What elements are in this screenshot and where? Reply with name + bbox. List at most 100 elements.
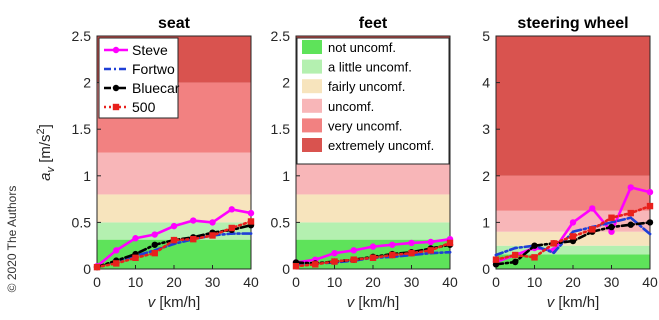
data-point-bluecar bbox=[151, 241, 158, 248]
data-point-steve bbox=[209, 219, 216, 226]
legend-swatch bbox=[302, 118, 322, 133]
data-point-steve bbox=[369, 243, 377, 250]
legend-swatch bbox=[302, 79, 322, 94]
data-point-steve bbox=[608, 228, 615, 235]
data-point-steve bbox=[589, 205, 596, 212]
y-tick-label: 5 bbox=[482, 28, 490, 44]
panel-title: seat bbox=[158, 15, 191, 32]
comfort-band-1 bbox=[496, 245, 650, 255]
legend-marker bbox=[112, 84, 120, 92]
data-point-steve bbox=[228, 206, 235, 213]
data-point-500 bbox=[608, 214, 615, 221]
data-point-steve bbox=[331, 249, 338, 257]
data-point-bluecar bbox=[646, 219, 654, 226]
data-point-steve bbox=[170, 222, 178, 230]
y-tick-label: 2 bbox=[282, 75, 290, 91]
y-tick-label: 1 bbox=[282, 168, 290, 184]
legend-swatch bbox=[302, 59, 322, 74]
data-point-500 bbox=[93, 263, 101, 271]
y-tick-label: 4 bbox=[482, 75, 490, 91]
comfort-band-2 bbox=[296, 194, 450, 223]
y-tick-label: 0 bbox=[482, 261, 490, 277]
chart-panel-0: 0 0.5 1 1.5 2 2.5 0 10 20 30 40 seat v [km/h] av [m/s… bbox=[35, 15, 259, 311]
data-point-500 bbox=[512, 251, 519, 259]
panel-title: feet bbox=[359, 15, 388, 32]
x-axis-label: v [km/h] bbox=[148, 294, 201, 311]
x-tick-label: 0 bbox=[492, 274, 500, 290]
data-point-steve bbox=[350, 247, 357, 254]
panel-title: steering wheel bbox=[517, 15, 628, 32]
data-point-fortwo bbox=[629, 216, 633, 220]
legend-marker bbox=[112, 103, 120, 111]
x-tick-label: 40 bbox=[642, 274, 658, 290]
x-tick-label: 30 bbox=[205, 274, 221, 290]
x-tick-label: 0 bbox=[93, 274, 101, 290]
data-point-bluecar bbox=[531, 242, 538, 249]
legend-label: uncomf. bbox=[328, 99, 374, 114]
y-tick-label: 0 bbox=[83, 261, 91, 277]
y-tick-label: 1 bbox=[482, 214, 490, 230]
y-tick-label: 1.5 bbox=[72, 121, 92, 137]
y-tick-label: 3 bbox=[482, 121, 490, 137]
legend-marker bbox=[112, 46, 120, 54]
comfort-band-5 bbox=[496, 36, 650, 176]
y-tick-label: 0.5 bbox=[72, 214, 92, 230]
x-tick-label: 30 bbox=[404, 274, 420, 290]
data-point-500 bbox=[132, 254, 139, 262]
x-tick-label: 20 bbox=[365, 274, 381, 290]
data-point-bluecar bbox=[512, 258, 519, 266]
data-point-fortwo bbox=[648, 232, 652, 236]
chart-panel-2: 0 1 2 3 4 5 0 10 20 30 40 steering wheel v [km/h] bbox=[482, 15, 658, 311]
data-point-steve bbox=[569, 219, 577, 226]
data-point-500 bbox=[312, 261, 319, 268]
data-point-500 bbox=[170, 236, 178, 244]
data-point-fortwo bbox=[249, 232, 253, 235]
data-point-500 bbox=[190, 235, 197, 243]
data-point-bluecar bbox=[608, 223, 615, 231]
chart-panel-1: 0 0.5 1 1.5 2 2.5 0 10 20 30 40 feet v [km/h] not unc… bbox=[271, 15, 458, 311]
data-point-500 bbox=[446, 239, 454, 247]
x-tick-label: 0 bbox=[292, 274, 300, 290]
data-point-500 bbox=[350, 256, 357, 263]
x-tick-label: 10 bbox=[128, 274, 144, 290]
legend-label: extremely uncomf. bbox=[328, 138, 434, 153]
legend-swatch bbox=[302, 138, 322, 152]
legend-label: a little uncomf. bbox=[328, 60, 412, 75]
y-tick-label: 2.5 bbox=[72, 28, 92, 44]
data-point-steve bbox=[190, 217, 197, 224]
comfort-band-1 bbox=[296, 222, 450, 240]
y-tick-label: 1.5 bbox=[271, 121, 291, 137]
data-point-bluecar bbox=[627, 221, 634, 228]
data-point-fortwo bbox=[610, 221, 613, 224]
data-point-steve bbox=[427, 238, 434, 246]
legend-box bbox=[98, 37, 179, 119]
x-tick-label: 40 bbox=[243, 274, 259, 290]
data-point-steve bbox=[151, 231, 158, 238]
y-tick-label: 0.5 bbox=[271, 214, 291, 230]
x-tick-label: 30 bbox=[604, 274, 620, 290]
data-point-500 bbox=[627, 209, 634, 217]
data-point-500 bbox=[408, 249, 415, 257]
data-point-500 bbox=[292, 263, 300, 270]
data-point-steve bbox=[646, 188, 654, 196]
series-legend: Steve Fortwo Bluecar 500 bbox=[98, 37, 180, 119]
data-point-steve bbox=[113, 247, 120, 254]
data-point-500 bbox=[427, 247, 434, 254]
x-axis-label: v [km/h] bbox=[547, 294, 600, 311]
legend-label: Fortwo bbox=[132, 61, 175, 77]
data-point-500 bbox=[331, 258, 338, 265]
y-tick-label: 2.5 bbox=[271, 28, 291, 44]
data-point-500 bbox=[209, 232, 216, 239]
legend-label: Steve bbox=[132, 42, 168, 58]
data-point-500 bbox=[369, 254, 377, 262]
data-point-fortwo bbox=[571, 230, 575, 234]
data-point-500 bbox=[492, 256, 500, 263]
y-tick-label: 0 bbox=[282, 261, 290, 277]
legend-label: Bluecar bbox=[132, 80, 180, 96]
data-point-500 bbox=[113, 260, 120, 267]
data-point-500 bbox=[569, 233, 577, 240]
data-point-500 bbox=[531, 254, 538, 261]
data-point-500 bbox=[151, 249, 158, 257]
x-tick-label: 20 bbox=[166, 274, 182, 290]
